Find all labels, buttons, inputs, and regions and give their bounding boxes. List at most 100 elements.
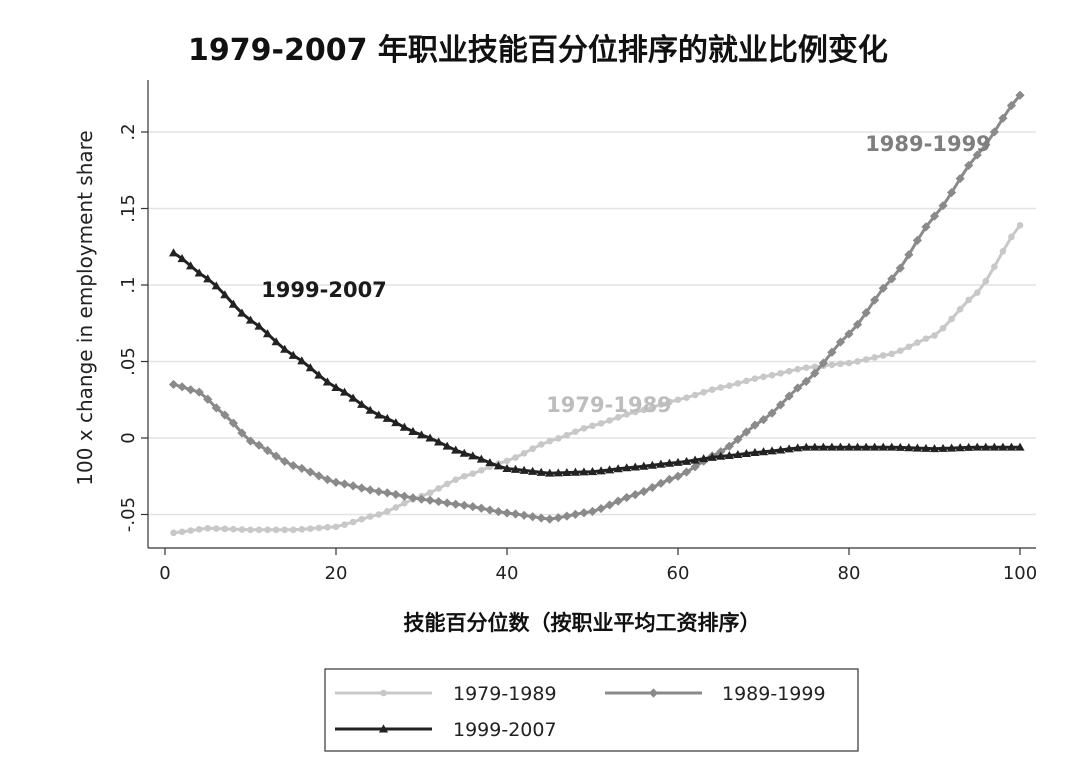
data-point xyxy=(442,441,452,450)
data-point xyxy=(220,290,230,299)
data-point xyxy=(733,434,743,444)
y-tick-label: .05 xyxy=(118,347,139,376)
data-point xyxy=(502,464,512,473)
data-point xyxy=(862,356,870,363)
data-point xyxy=(579,467,589,476)
data-point xyxy=(537,441,545,448)
data-point xyxy=(844,329,854,339)
data-point xyxy=(1015,90,1025,100)
data-point xyxy=(914,339,921,346)
data-point xyxy=(741,427,751,437)
data-point xyxy=(476,503,486,513)
data-point xyxy=(878,442,888,451)
data-point xyxy=(895,263,905,273)
x-tick-label: 40 xyxy=(496,563,519,584)
data-point xyxy=(341,521,348,528)
data-point xyxy=(870,442,880,451)
data-point xyxy=(331,382,341,391)
data-point xyxy=(605,465,615,474)
data-point xyxy=(460,472,468,480)
data-point xyxy=(768,371,776,379)
legend-item: 1999-2007 xyxy=(335,719,557,741)
data-point xyxy=(895,442,905,451)
data-point xyxy=(776,400,786,410)
data-point xyxy=(888,350,896,358)
data-point xyxy=(614,413,622,421)
data-point xyxy=(519,510,529,520)
data-point xyxy=(322,377,333,386)
data-point xyxy=(741,448,751,457)
data-point xyxy=(938,201,948,211)
data-point xyxy=(339,387,350,396)
data-point xyxy=(194,387,204,397)
data-point xyxy=(426,489,434,497)
data-point xyxy=(690,455,700,464)
data-point xyxy=(887,442,897,451)
data-point xyxy=(861,308,871,318)
data-point xyxy=(315,524,323,532)
data-point xyxy=(717,384,725,391)
data-point xyxy=(707,452,717,461)
data-point xyxy=(852,442,863,451)
data-point xyxy=(613,464,623,473)
data-point xyxy=(964,160,974,171)
data-point xyxy=(929,444,940,453)
data-point xyxy=(657,401,665,408)
data-point xyxy=(897,347,904,355)
data-point xyxy=(357,483,367,493)
data-point xyxy=(938,443,948,452)
data-point xyxy=(947,443,957,452)
data-point xyxy=(674,396,682,404)
data-point xyxy=(596,503,606,514)
data-point xyxy=(416,430,427,439)
data-point xyxy=(358,515,365,523)
data-point xyxy=(288,460,298,471)
x-tick-label: 80 xyxy=(838,563,861,584)
data-point xyxy=(929,211,940,221)
data-point xyxy=(289,526,297,534)
data-point xyxy=(238,526,246,533)
data-point xyxy=(434,437,444,446)
data-point xyxy=(263,445,273,456)
data-point xyxy=(459,500,469,510)
data-point xyxy=(204,524,212,532)
data-point xyxy=(425,433,435,442)
data-point xyxy=(793,383,803,393)
data-point xyxy=(921,222,931,232)
data-point xyxy=(228,299,238,308)
data-point xyxy=(434,496,444,507)
grid-lines xyxy=(148,131,1036,516)
data-point xyxy=(647,482,657,493)
data-point xyxy=(408,493,418,503)
data-point xyxy=(631,408,639,416)
legend-item: 1979-1989 xyxy=(335,683,557,705)
data-point xyxy=(562,468,572,477)
series-annotation: 1999-2007 xyxy=(261,278,387,302)
data-point xyxy=(468,502,478,512)
chart-title: 1979-2007 年职业技能百分位排序的就业比例变化 xyxy=(188,33,888,68)
data-point xyxy=(640,406,648,414)
data-point xyxy=(519,465,529,474)
data-point xyxy=(562,511,572,521)
data-point xyxy=(751,375,759,382)
data-point xyxy=(451,499,461,509)
data-point xyxy=(639,461,649,470)
data-point xyxy=(964,442,974,451)
legend-label: 1979-1989 xyxy=(453,683,557,705)
legend: 1979-1989 1989-1999 1999-2007 xyxy=(324,668,859,752)
data-point xyxy=(776,445,786,454)
data-point xyxy=(777,369,784,377)
data-point xyxy=(211,403,221,413)
data-point xyxy=(656,478,666,488)
data-point xyxy=(512,454,519,461)
data-point xyxy=(828,361,836,369)
legend-box xyxy=(324,668,859,752)
data-point xyxy=(716,451,726,460)
data-point xyxy=(502,508,512,518)
data-point xyxy=(818,358,828,368)
data-point xyxy=(724,450,734,460)
data-point xyxy=(272,526,280,534)
data-point xyxy=(401,499,408,507)
data-point xyxy=(255,526,263,534)
data-point xyxy=(382,413,392,422)
